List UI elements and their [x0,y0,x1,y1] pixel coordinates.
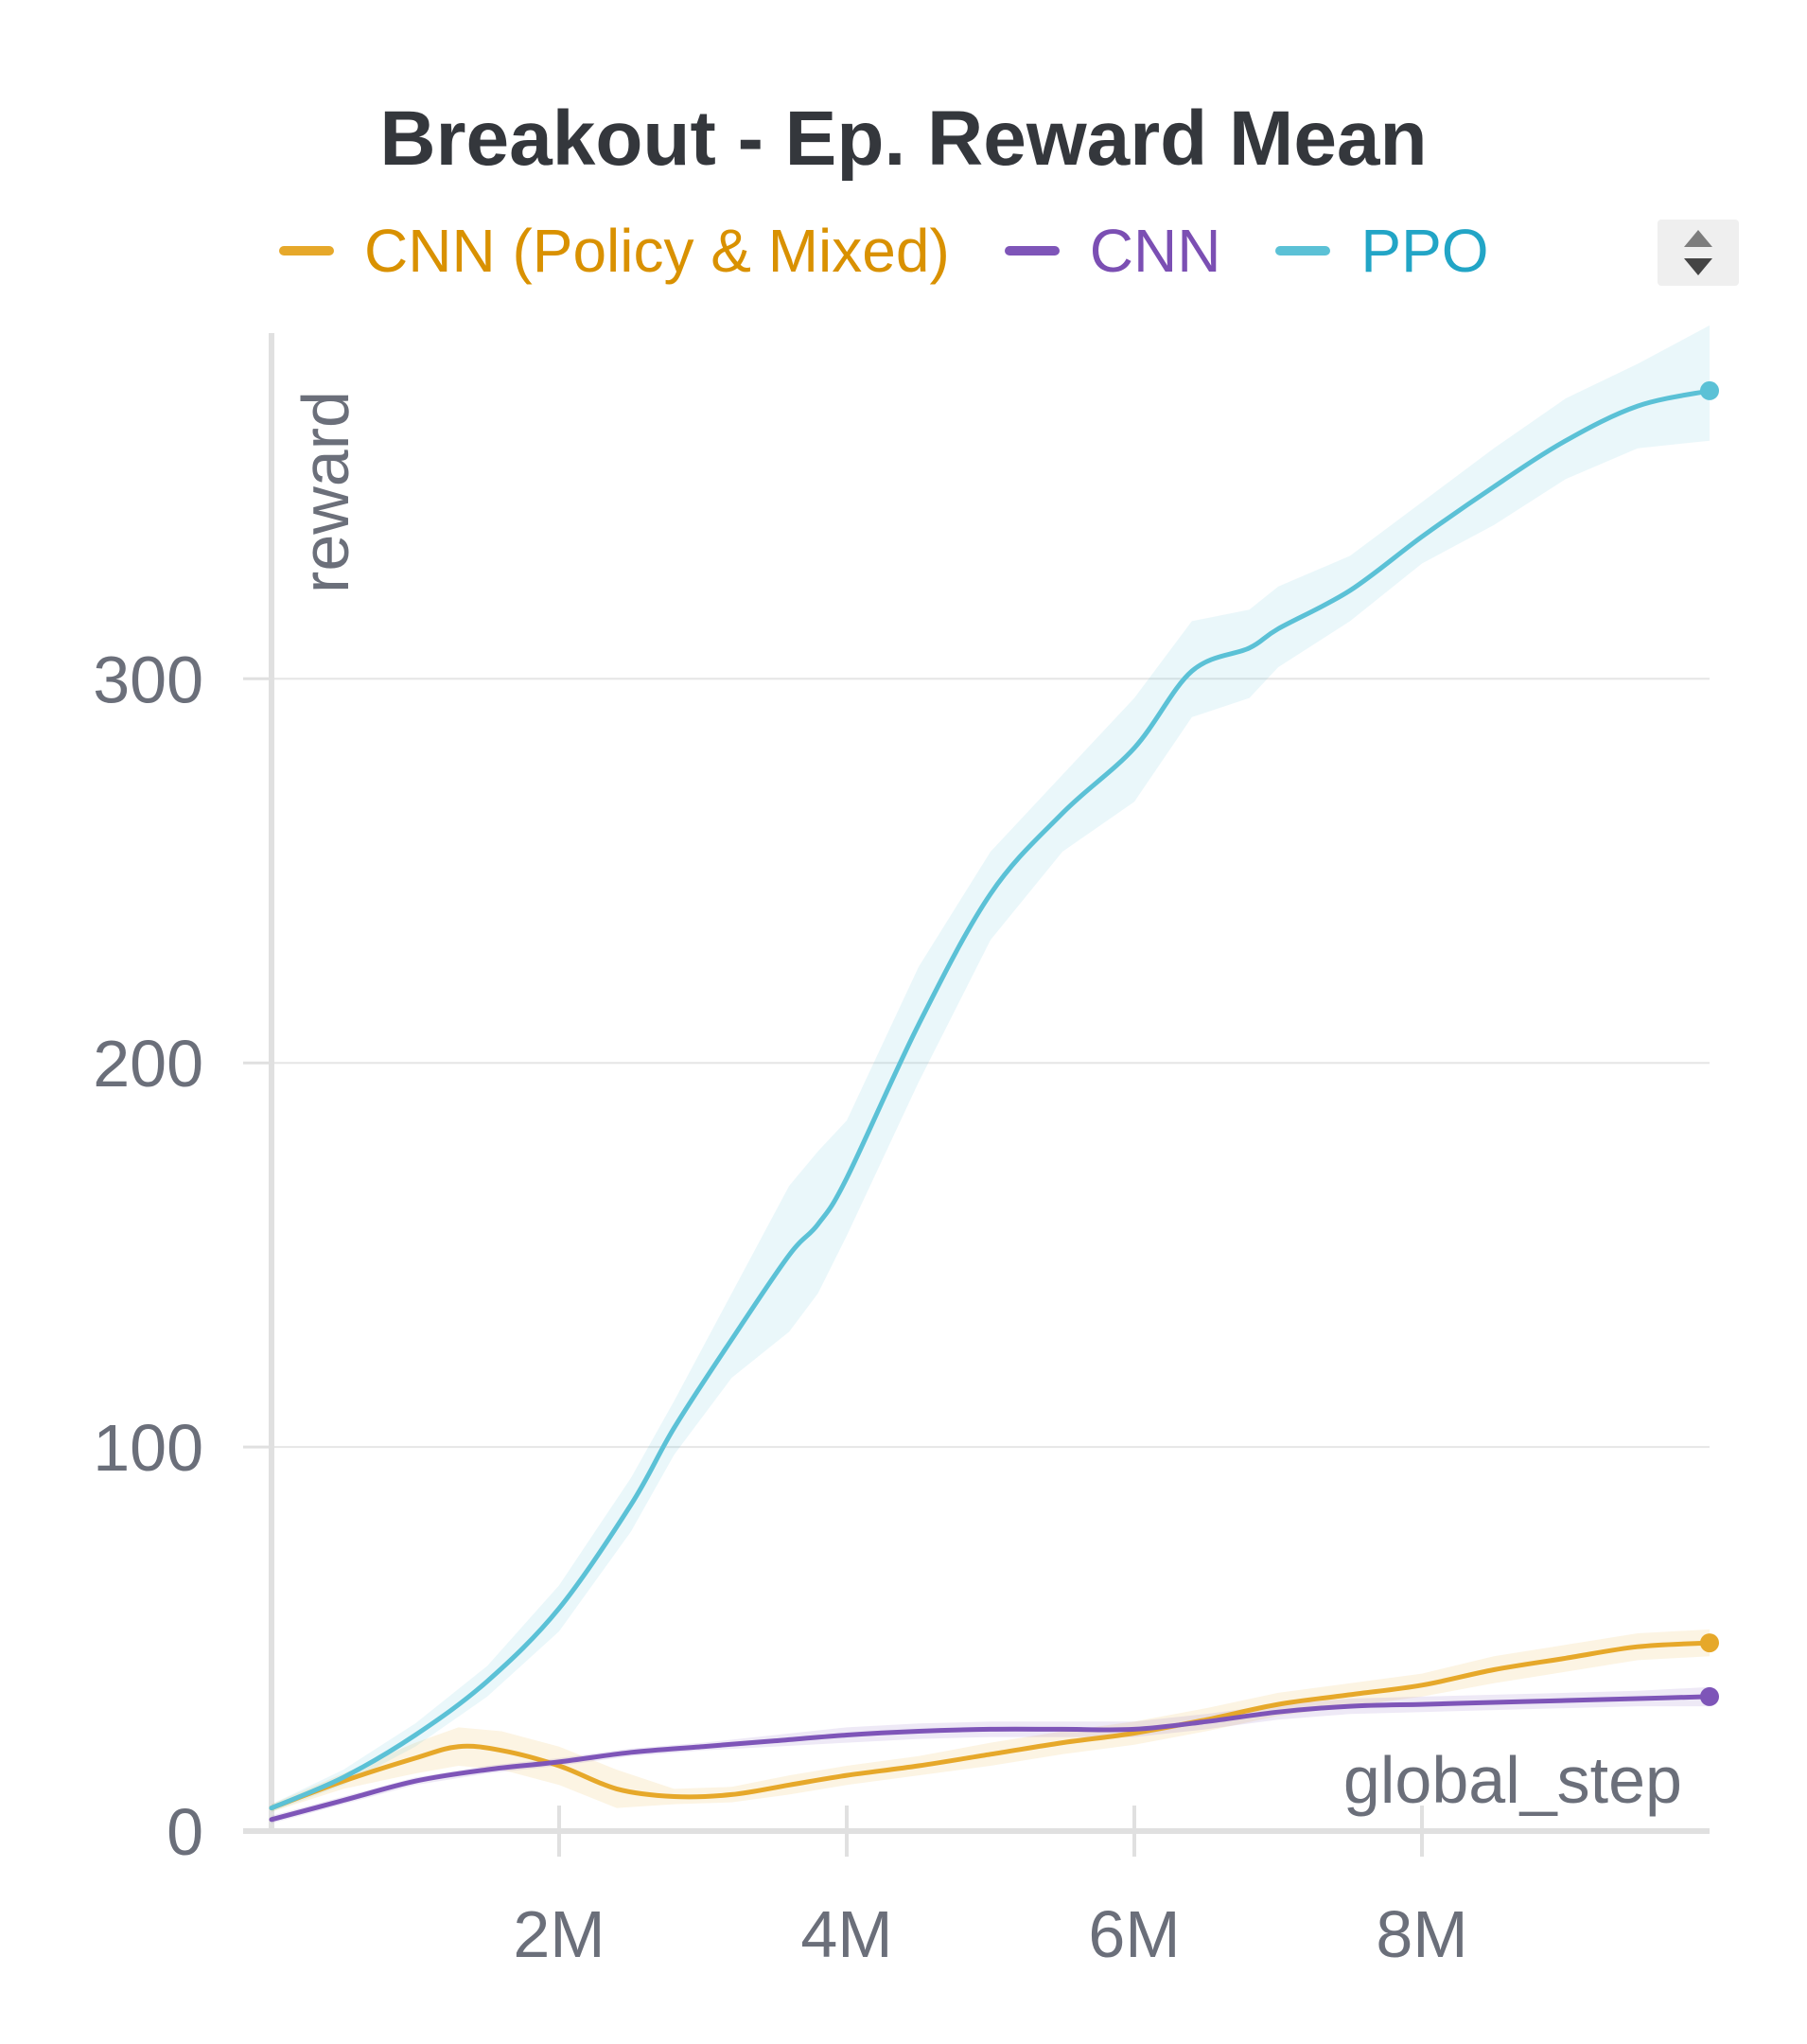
x-tick-label: 4M [800,1897,892,1971]
series-line-cnn[interactable] [269,1694,1712,1823]
chart-title: Breakout - Ep. Reward Mean [379,96,1428,182]
y-tick-label: 100 [93,1411,203,1485]
legend-sort-button[interactable] [1658,220,1739,286]
series-line-ppo[interactable] [269,388,1712,1811]
x-tick-label: 8M [1376,1897,1467,1971]
legend-swatch [1275,246,1331,256]
legend-swatch [279,246,334,256]
legend-label: CNN [1089,217,1221,285]
legend: CNN (Policy & Mixed) CNN PPO [279,213,1544,289]
y-axis-label: reward [289,391,362,593]
series-band-cnn-policy-mixed [272,1629,1710,1812]
x-axis-label: global_step [1343,1743,1682,1817]
series-endpoint-ppo[interactable] [1700,380,1719,400]
series-endpoint-cnn[interactable] [1700,1686,1719,1706]
series-line-cnn-policy-mixed[interactable] [269,1640,1712,1811]
legend-item-ppo[interactable]: PPO [1275,216,1489,286]
legend-item-cnn-policy-mixed[interactable]: CNN (Policy & Mixed) [279,216,950,286]
y-tick-label: 200 [93,1027,203,1101]
y-tick-label: 0 [167,1795,203,1869]
y-tick-label: 300 [93,643,203,716]
legend-item-cnn[interactable]: CNN [1004,216,1221,286]
legend-label: PPO [1360,217,1489,285]
legend-label: CNN (Policy & Mixed) [364,217,950,285]
legend-swatch [1004,246,1060,256]
x-tick-label: 6M [1088,1897,1180,1971]
sort-updown-icon [1684,230,1712,275]
series-band-ppo [272,325,1710,1812]
x-tick-label: 2M [513,1897,605,1971]
series-endpoint-cnn-policy-mixed[interactable] [1700,1633,1719,1653]
